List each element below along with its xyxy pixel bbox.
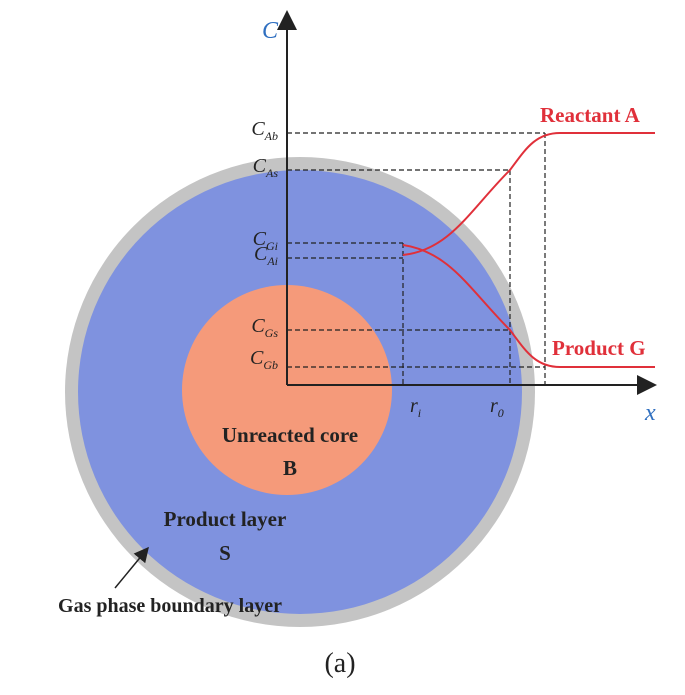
- symbol: r: [410, 395, 418, 417]
- x-axis-label: x: [644, 400, 656, 426]
- y-axis-label: C: [262, 18, 279, 44]
- subscript: Ai: [266, 254, 278, 268]
- symbol: r: [490, 395, 498, 417]
- symbol: C: [251, 118, 265, 140]
- layer-symbol: S: [219, 541, 231, 565]
- symbol: C: [254, 243, 268, 265]
- boundary-label: Gas phase boundary layer: [58, 595, 282, 617]
- diagram: C x CAbCAsCGiCAiCGsCGb rir0 Reactant A P…: [0, 0, 685, 695]
- subscript: Gi: [266, 239, 278, 253]
- product-label: Product G: [552, 336, 646, 360]
- subscript: Ab: [264, 129, 278, 143]
- symbol: C: [250, 347, 264, 369]
- core-label: Unreacted core: [222, 423, 358, 447]
- symbol: C: [251, 315, 265, 337]
- symbol: C: [253, 155, 267, 177]
- subscript: As: [265, 166, 278, 180]
- reactant-label: Reactant A: [540, 103, 641, 127]
- caption: (a): [324, 648, 355, 679]
- subscript: Gb: [263, 358, 278, 372]
- core-symbol: B: [283, 456, 297, 480]
- symbol-label: CAb: [251, 118, 278, 143]
- subscript: 0: [498, 406, 504, 420]
- subscript: i: [418, 406, 421, 420]
- subscript: Gs: [265, 326, 279, 340]
- layer-label: Product layer: [164, 507, 287, 531]
